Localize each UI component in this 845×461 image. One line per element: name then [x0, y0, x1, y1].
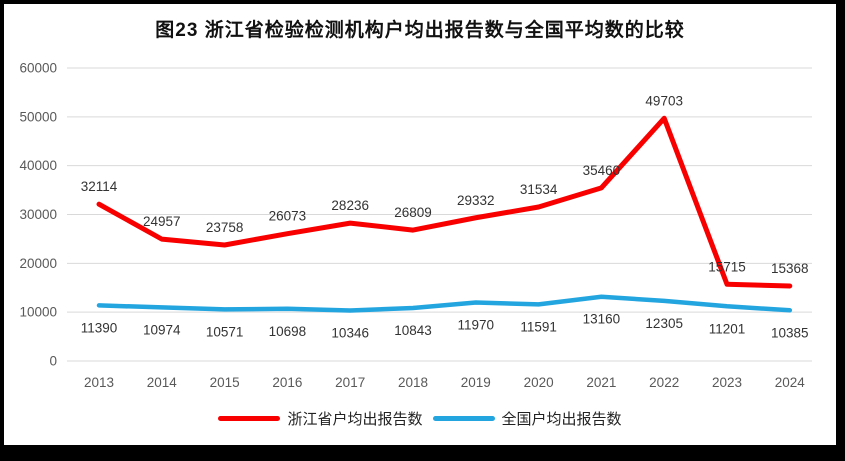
national-data-label: 11201 — [709, 321, 746, 336]
y-axis-tick-label: 40000 — [19, 158, 57, 173]
legend-label-zhejiang: 浙江省户均出报告数 — [287, 411, 423, 428]
x-axis-tick-label: 2024 — [775, 375, 806, 390]
legend-label-national: 全国户均出报告数 — [501, 411, 622, 428]
zhejiang-data-label: 24957 — [143, 214, 181, 229]
national-line-swatch — [432, 416, 495, 421]
y-axis-tick-label: 0 — [49, 354, 57, 369]
legend-item-zhejiang: 浙江省户均出报告数 — [218, 408, 423, 429]
zhejiang-data-label: 26073 — [269, 209, 307, 224]
national-data-label: 12305 — [645, 316, 683, 331]
national-data-label: 10385 — [771, 325, 809, 340]
x-axis-tick-label: 2017 — [335, 375, 365, 390]
national-data-label: 10974 — [143, 322, 181, 337]
national-data-label: 13160 — [583, 312, 621, 327]
y-axis-tick-label: 30000 — [19, 207, 57, 222]
y-axis-tick-label: 20000 — [19, 256, 57, 271]
legend: 浙江省户均出报告数 全国户均出报告数 — [4, 408, 836, 429]
x-axis-tick-label: 2013 — [84, 375, 114, 390]
x-axis-tick-label: 2014 — [147, 375, 178, 390]
zhejiang-data-label: 26809 — [394, 205, 432, 220]
zhejiang-data-label: 32114 — [81, 179, 118, 194]
zhejiang-data-label: 28236 — [331, 198, 369, 213]
national-data-label: 10698 — [269, 324, 307, 339]
national-data-label: 10843 — [394, 323, 432, 338]
y-axis-tick-label: 60000 — [19, 61, 57, 76]
zhejiang-data-label: 29332 — [457, 193, 495, 208]
zhejiang-data-label: 31534 — [520, 182, 558, 197]
national-data-label: 10571 — [206, 324, 244, 339]
zhejiang-data-label: 15715 — [708, 259, 746, 274]
x-axis-tick-label: 2018 — [398, 375, 428, 390]
x-axis-tick-label: 2016 — [272, 375, 302, 390]
x-axis-tick-label: 2021 — [586, 375, 616, 390]
zhejiang-data-label: 49703 — [645, 93, 683, 108]
chart-title: 图23 浙江省检验检测机构户均出报告数与全国平均数的比较 — [155, 20, 685, 41]
x-axis-tick-label: 2019 — [461, 375, 491, 390]
x-axis-tick-label: 2022 — [649, 375, 679, 390]
national-series-line — [96, 294, 793, 313]
zhejiang-series-line — [96, 115, 793, 289]
legend-item-national: 全国户均出报告数 — [432, 408, 622, 429]
national-data-label: 11390 — [81, 320, 118, 335]
national-data-label: 10346 — [331, 325, 369, 340]
y-axis-tick-label: 50000 — [19, 109, 57, 124]
national-data-label: 11970 — [458, 318, 495, 333]
x-axis-tick-label: 2023 — [712, 375, 742, 390]
zhejiang-data-label: 35460 — [583, 163, 621, 178]
y-axis-tick-label: 10000 — [19, 305, 57, 320]
national-data-label: 11591 — [520, 319, 557, 334]
x-axis-tick-label: 2015 — [210, 375, 240, 390]
zhejiang-data-label: 23758 — [206, 220, 244, 235]
zhejiang-data-label: 15368 — [771, 261, 809, 276]
x-axis-tick-label: 2020 — [524, 375, 554, 390]
zhejiang-line-swatch — [218, 416, 281, 421]
line-chart-plot-area: 0 10000 20000 30000 40000 50000 60000 2013 2014 2… — [19, 61, 812, 390]
